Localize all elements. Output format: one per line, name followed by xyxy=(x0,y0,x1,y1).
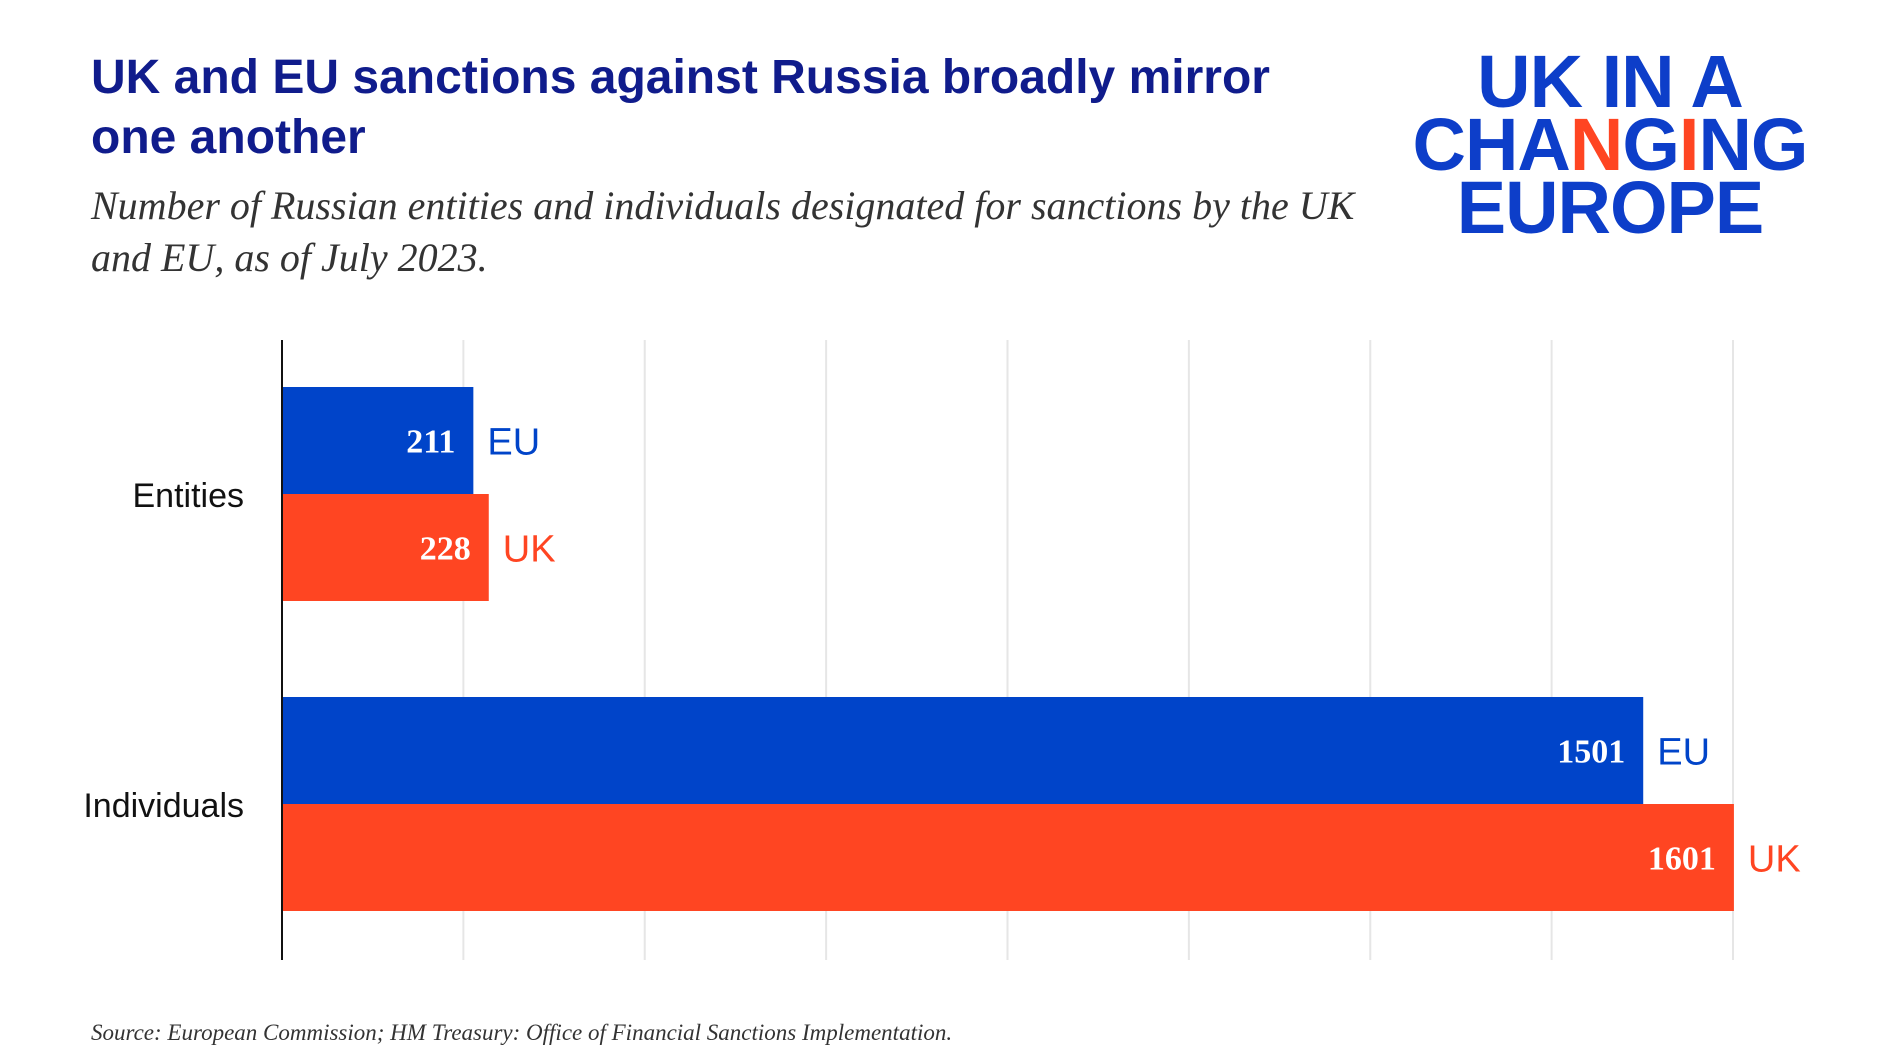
bar-eu xyxy=(282,387,474,494)
data-label: 211 xyxy=(406,424,455,461)
bar-uk xyxy=(282,804,1734,911)
category-label: Entities xyxy=(133,477,245,515)
logo-line-3: EUROPE xyxy=(1456,166,1765,249)
category-label: Individuals xyxy=(83,787,244,825)
series-label: EU xyxy=(487,422,540,464)
series-label: EU xyxy=(1657,732,1710,774)
logo-line-2: CHANGING xyxy=(1412,103,1809,186)
bar-uk xyxy=(282,494,489,601)
data-label: 1501 xyxy=(1557,734,1625,771)
chart-subtitle: Number of Russian entities and individua… xyxy=(91,183,1355,280)
source-note: Source: European Commission; HM Treasury… xyxy=(91,1020,953,1045)
bar-eu xyxy=(282,697,1644,804)
chart-title: UK and EU sanctions against Russia broad… xyxy=(91,51,1270,164)
data-label: 228 xyxy=(420,531,471,568)
data-label: 1601 xyxy=(1648,841,1716,878)
logo-line-1: UK IN A xyxy=(1477,40,1744,123)
series-label: UK xyxy=(1748,839,1801,881)
series-label: UK xyxy=(503,529,556,571)
brand-logo: UK IN A CHANGING EUROPE xyxy=(1400,40,1820,249)
bar-chart: Entities 211 EU 228 UK Individuals 1501 EU 1601 U… xyxy=(83,340,1801,960)
